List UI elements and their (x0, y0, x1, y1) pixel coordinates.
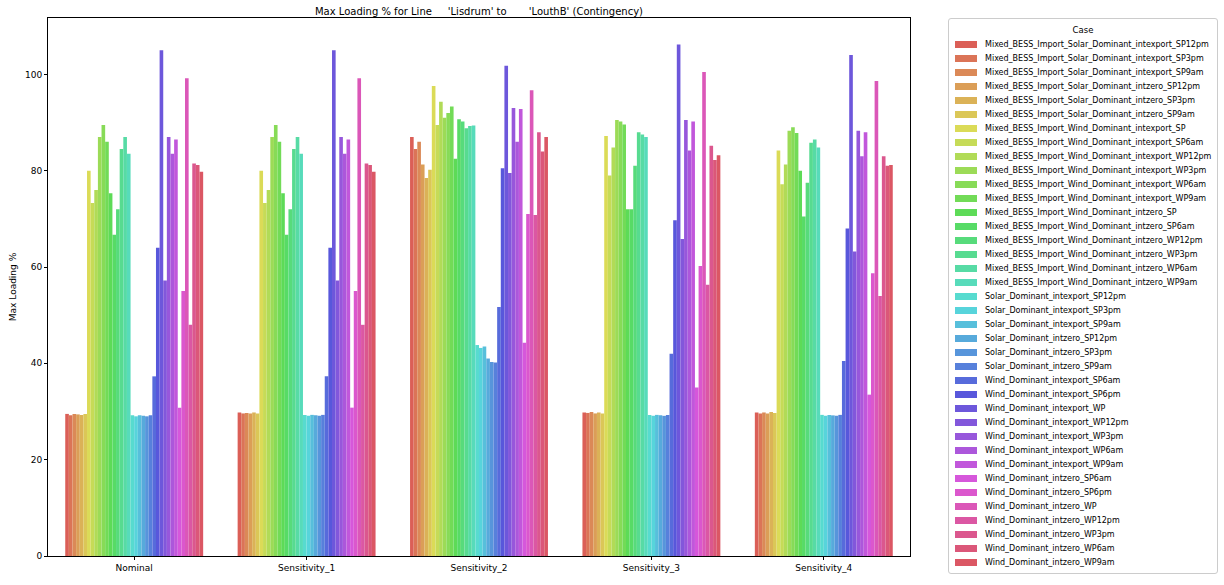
html-text:Solar_Dominant_intzero_SP12pm: Solar_Dominant_intzero_SP12pm (985, 333, 1118, 343)
svg-text:Max Loading % for Line 'Li: Max Loading % for Line 'Lisdrum' to 'Lou… (315, 6, 643, 17)
html-text:Mixed_BESS_Import_Solar_Domina: Mixed_BESS_Import_Solar_Dominant_intzero… (985, 95, 1195, 105)
html-text:Wind_Dominant_intexport_WP9am: Wind_Dominant_intexport_WP9am (985, 459, 1124, 469)
html-text:Wind_Dominant_intexport_SP6am: Wind_Dominant_intexport_SP6am (985, 375, 1121, 385)
html-text:Mixed_BESS_Import_Wind_Dominan: Mixed_BESS_Import_Wind_Dominant_intexpor… (985, 151, 1212, 161)
html-text:Mixed_BESS_Import_Wind_Dominan: Mixed_BESS_Import_Wind_Dominant_intzero_… (985, 221, 1195, 231)
svg-text:60: 60 (31, 262, 43, 272)
html-text:Wind_Dominant_intexport_WP6am: Wind_Dominant_intexport_WP6am (985, 445, 1124, 455)
html-text:Mixed_BESS_Import_Wind_Dominan: Mixed_BESS_Import_Wind_Dominant_intzero_… (985, 207, 1177, 217)
html-text:Wind_Dominant_intzero_SP6pm: Wind_Dominant_intzero_SP6pm (985, 487, 1112, 497)
svg-text:20: 20 (31, 455, 43, 465)
html-text:Mixed_BESS_Import_Solar_Domina: Mixed_BESS_Import_Solar_Dominant_intzero… (985, 109, 1195, 119)
svg-text:80: 80 (31, 166, 43, 176)
html-text:Mixed_BESS_Import_Solar_Domina: Mixed_BESS_Import_Solar_Dominant_intzero… (985, 81, 1200, 91)
html-text:Wind_Dominant_intzero_WP: Wind_Dominant_intzero_WP (985, 501, 1097, 511)
html-text:Solar_Dominant_intzero_SP3pm: Solar_Dominant_intzero_SP3pm (985, 347, 1113, 357)
svg-text:40: 40 (31, 358, 43, 368)
html-text:Solar_Dominant_intexport_SP9am: Solar_Dominant_intexport_SP9am (985, 319, 1121, 329)
html-text:Mixed_BESS_Import_Wind_Dominan: Mixed_BESS_Import_Wind_Dominant_intzero_… (985, 277, 1198, 287)
html-text:Wind_Dominant_intzero_SP6am: Wind_Dominant_intzero_SP6am (985, 473, 1112, 483)
svg-text:Nominal: Nominal (116, 563, 153, 573)
svg-text:Sensitivity_3: Sensitivity_3 (623, 563, 680, 573)
html-text:Mixed_BESS_Import_Wind_Dominan: Mixed_BESS_Import_Wind_Dominant_intzero_… (985, 263, 1198, 273)
html-text:Mixed_BESS_Import_Wind_Dominan: Mixed_BESS_Import_Wind_Dominant_intexpor… (985, 123, 1186, 133)
html-text:Wind_Dominant_intzero_WP6am: Wind_Dominant_intzero_WP6am (985, 543, 1115, 553)
svg-text:100: 100 (25, 70, 42, 80)
html-text:Wind_Dominant_intexport_WP12pm: Wind_Dominant_intexport_WP12pm (985, 417, 1129, 427)
html-text:Mixed_BESS_Import_Wind_Dominan: Mixed_BESS_Import_Wind_Dominant_intexpor… (985, 165, 1207, 175)
svg-text:Sensitivity_2: Sensitivity_2 (450, 563, 507, 573)
html-text:Wind_Dominant_intzero_WP3pm: Wind_Dominant_intzero_WP3pm (985, 529, 1115, 539)
html-text:Solar_Dominant_intexport_SP3pm: Solar_Dominant_intexport_SP3pm (985, 305, 1121, 315)
html-text:Mixed_BESS_Import_Wind_Dominan: Mixed_BESS_Import_Wind_Dominant_intexpor… (985, 193, 1207, 203)
html-text:Case: Case (1072, 25, 1094, 35)
html-text:Mixed_BESS_Import_Solar_Domina: Mixed_BESS_Import_Solar_Dominant_intexpo… (985, 39, 1209, 49)
html-text:Mixed_BESS_Import_Wind_Dominan: Mixed_BESS_Import_Wind_Dominant_intexpor… (985, 179, 1207, 189)
html-text:Mixed_BESS_Import_Wind_Dominan: Mixed_BESS_Import_Wind_Dominant_intexpor… (985, 137, 1204, 147)
svg-text:Sensitivity_4: Sensitivity_4 (795, 563, 852, 573)
html-text:Wind_Dominant_intzero_WP9am: Wind_Dominant_intzero_WP9am (985, 557, 1115, 567)
html-text:Wind_Dominant_intexport_WP3pm: Wind_Dominant_intexport_WP3pm (985, 431, 1124, 441)
html-text:Solar_Dominant_intexport_SP12p: Solar_Dominant_intexport_SP12pm (985, 291, 1126, 301)
svg-text:Max Loading %: Max Loading % (8, 252, 18, 321)
html-text:Mixed_BESS_Import_Wind_Dominan: Mixed_BESS_Import_Wind_Dominant_intzero_… (985, 249, 1198, 259)
svg-text:0: 0 (36, 551, 42, 561)
html-text:Mixed_BESS_Import_Wind_Dominan: Mixed_BESS_Import_Wind_Dominant_intzero_… (985, 235, 1203, 245)
html-text:Solar_Dominant_intzero_SP9am: Solar_Dominant_intzero_SP9am (985, 361, 1112, 371)
html-text:Mixed_BESS_Import_Solar_Domina: Mixed_BESS_Import_Solar_Dominant_intexpo… (985, 53, 1204, 63)
html-text:Wind_Dominant_intexport_SP6pm: Wind_Dominant_intexport_SP6pm (985, 389, 1121, 399)
html-text:Mixed_BESS_Import_Solar_Domina: Mixed_BESS_Import_Solar_Dominant_intexpo… (985, 67, 1204, 77)
svg-text:Sensitivity_1: Sensitivity_1 (278, 563, 335, 573)
html-text:Wind_Dominant_intexport_WP: Wind_Dominant_intexport_WP (985, 403, 1106, 413)
html-text:Wind_Dominant_intzero_WP12pm: Wind_Dominant_intzero_WP12pm (985, 515, 1120, 525)
